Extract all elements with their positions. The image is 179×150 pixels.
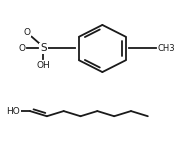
Text: O: O bbox=[19, 44, 26, 53]
Text: S: S bbox=[40, 44, 47, 54]
Text: O: O bbox=[24, 28, 31, 37]
Text: OH: OH bbox=[37, 61, 50, 70]
Text: CH3: CH3 bbox=[158, 44, 176, 53]
Text: HO: HO bbox=[6, 106, 20, 116]
